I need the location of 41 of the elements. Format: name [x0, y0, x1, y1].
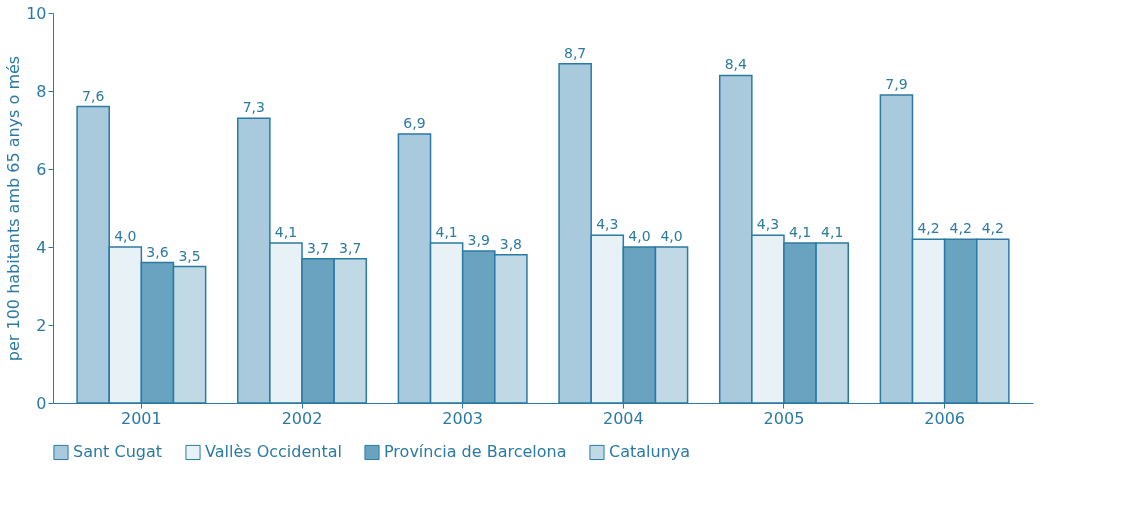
- data-label: 3,8: [499, 235, 522, 252]
- data-label: 3,7: [306, 239, 330, 256]
- legend-label: Província de Barcelona: [384, 442, 567, 462]
- y-tick-label: 8: [36, 81, 47, 101]
- data-label: 4,3: [756, 216, 780, 233]
- data-label: 4,0: [114, 228, 137, 244]
- data-label: 4,2: [917, 220, 940, 237]
- data-label: 3,9: [467, 231, 490, 248]
- data-label: 3,5: [178, 247, 201, 264]
- legend-label: Catalunya: [609, 442, 691, 462]
- data-label: 4,1: [435, 224, 458, 241]
- legend-label: Vallès Occidental: [205, 442, 342, 462]
- data-label: 4,3: [596, 216, 619, 233]
- y-tick-label: 0: [36, 393, 47, 413]
- y-tick-label: 2: [36, 315, 47, 335]
- legend-label: Sant Cugat: [73, 442, 163, 462]
- x-tick-label: 2004: [602, 408, 644, 428]
- y-tick-label: 6: [36, 159, 47, 179]
- y-axis-title: per 100 habitants amb 65 anys o més: [4, 55, 24, 362]
- data-label: 4,1: [274, 224, 298, 241]
- data-label: 7,6: [82, 87, 105, 104]
- data-label: 8,4: [724, 56, 748, 73]
- data-label: 4,2: [949, 220, 972, 237]
- data-label: 6,9: [403, 114, 426, 131]
- data-label: 4,2: [981, 220, 1004, 237]
- data-label: 4,1: [788, 224, 812, 241]
- data-label: 4,0: [628, 228, 651, 244]
- y-tick-label: 4: [36, 237, 47, 257]
- data-label: 3,7: [339, 239, 362, 256]
- x-tick-label: 2005: [763, 408, 805, 428]
- data-label: 7,3: [242, 99, 265, 116]
- data-label: 3,6: [146, 243, 169, 260]
- x-tick-label: 2002: [281, 408, 323, 428]
- data-label: 7,9: [885, 75, 908, 92]
- data-label: 4,1: [821, 224, 844, 241]
- x-tick-label: 2003: [442, 408, 484, 428]
- x-tick-label: 2001: [121, 408, 162, 428]
- data-label: 4,0: [660, 228, 683, 244]
- data-label: 8,7: [564, 44, 587, 61]
- y-tick-label: 10: [26, 3, 47, 23]
- x-tick-label: 2006: [924, 408, 965, 428]
